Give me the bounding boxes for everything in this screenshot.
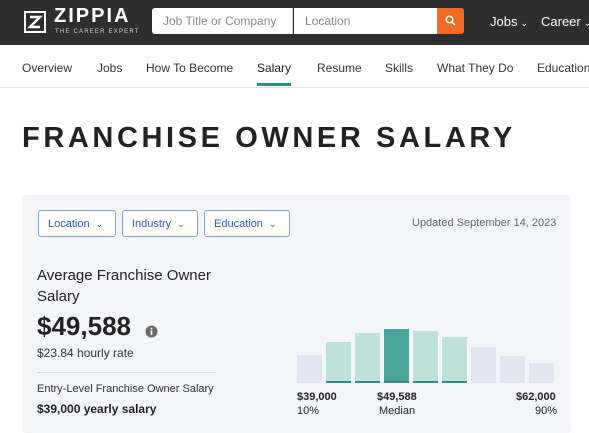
job-search-field[interactable] [152,8,293,34]
top-header: ZIPPIA THE CAREER EXPERT Jobs⌄ Career⌄ [0,0,589,45]
distribution-bar [471,347,496,383]
distribution-bar [326,342,351,383]
distribution-bar-baseline [384,381,409,383]
industry-filter-label: Industry [132,218,172,230]
distribution-bar [384,329,409,383]
divider [37,372,216,373]
high-percentile-label: 90% [535,405,558,417]
brand-tagline: THE CAREER EXPERT [55,29,140,35]
nav-jobs-menu[interactable]: Jobs ⌄ [490,14,528,29]
distribution-bar [442,337,467,383]
entry-level-label: Entry-Level Franchise Owner Salary [37,383,214,395]
tab-jobs[interactable]: Jobs [97,61,123,75]
location-search-field[interactable] [294,8,437,34]
distribution-bar [413,331,438,383]
median-label: Median [379,405,416,417]
hourly-rate: $23.84 hourly rate [37,346,134,360]
zippia-logo-icon[interactable] [24,11,46,33]
tab-what-they-do[interactable]: What They Do [437,61,514,75]
search-icon [445,15,456,26]
low-percentile-label: 10% [297,405,320,417]
location-search-input[interactable] [294,8,437,34]
tab-resume[interactable]: Resume [317,61,362,75]
active-tab-indicator [257,83,291,86]
industry-filter[interactable]: Industry ⌄ [122,210,198,237]
education-filter[interactable]: Education ⌄ [204,210,290,237]
chevron-down-icon: ⌄ [95,219,104,229]
search-button[interactable] [437,8,464,34]
info-icon[interactable] [145,325,158,338]
average-salary-value: $49,588 [37,311,131,341]
location-filter[interactable]: Location ⌄ [38,210,116,237]
tab-overview[interactable]: Overview [22,61,73,75]
distribution-bar [297,355,322,383]
low-salary-label: $39,000 [297,391,337,403]
job-search-input[interactable] [152,8,292,34]
distribution-bar [500,356,525,383]
distribution-bar-baseline [413,381,438,383]
section-tabs: Overview Jobs How To Become Salary Resum… [0,45,589,88]
location-filter-label: Location [48,218,90,230]
nav-career-label: Career [541,14,581,29]
chevron-down-icon: ⌄ [583,18,589,28]
updated-date: Updated September 14, 2023 [412,217,557,229]
distribution-bar-baseline [442,381,467,383]
average-salary-label: Average Franchise Owner Salary [37,267,211,305]
page-title: FRANCHISE OWNER SALARY [22,122,516,154]
brand-name[interactable]: ZIPPIA [54,5,131,27]
distribution-bar [355,333,380,383]
tab-salary[interactable]: Salary [257,61,292,75]
nav-career-menu[interactable]: Career ⌄ [541,14,589,29]
median-salary-label: $49,588 [377,391,417,403]
entry-level-value: $39,000 yearly salary [37,402,157,416]
salary-distribution-chart [297,329,554,383]
distribution-bar-baseline [355,381,380,383]
chevron-down-icon: ⌄ [520,18,529,28]
tab-how-to-become[interactable]: How To Become [146,61,234,75]
education-filter-label: Education [214,218,263,230]
chevron-down-icon: ⌄ [177,219,185,229]
chevron-down-icon: ⌄ [268,219,277,229]
tab-skills[interactable]: Skills [385,61,414,75]
distribution-bar-baseline [326,381,351,383]
nav-jobs-label: Jobs [490,14,518,29]
high-salary-label: $62,000 [516,391,556,403]
tab-education[interactable]: Education [537,61,589,75]
distribution-bar [529,363,554,383]
